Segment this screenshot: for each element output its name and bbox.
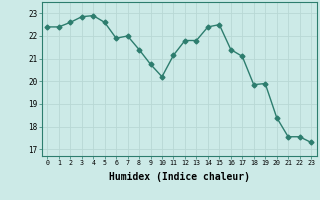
X-axis label: Humidex (Indice chaleur): Humidex (Indice chaleur) (109, 172, 250, 182)
